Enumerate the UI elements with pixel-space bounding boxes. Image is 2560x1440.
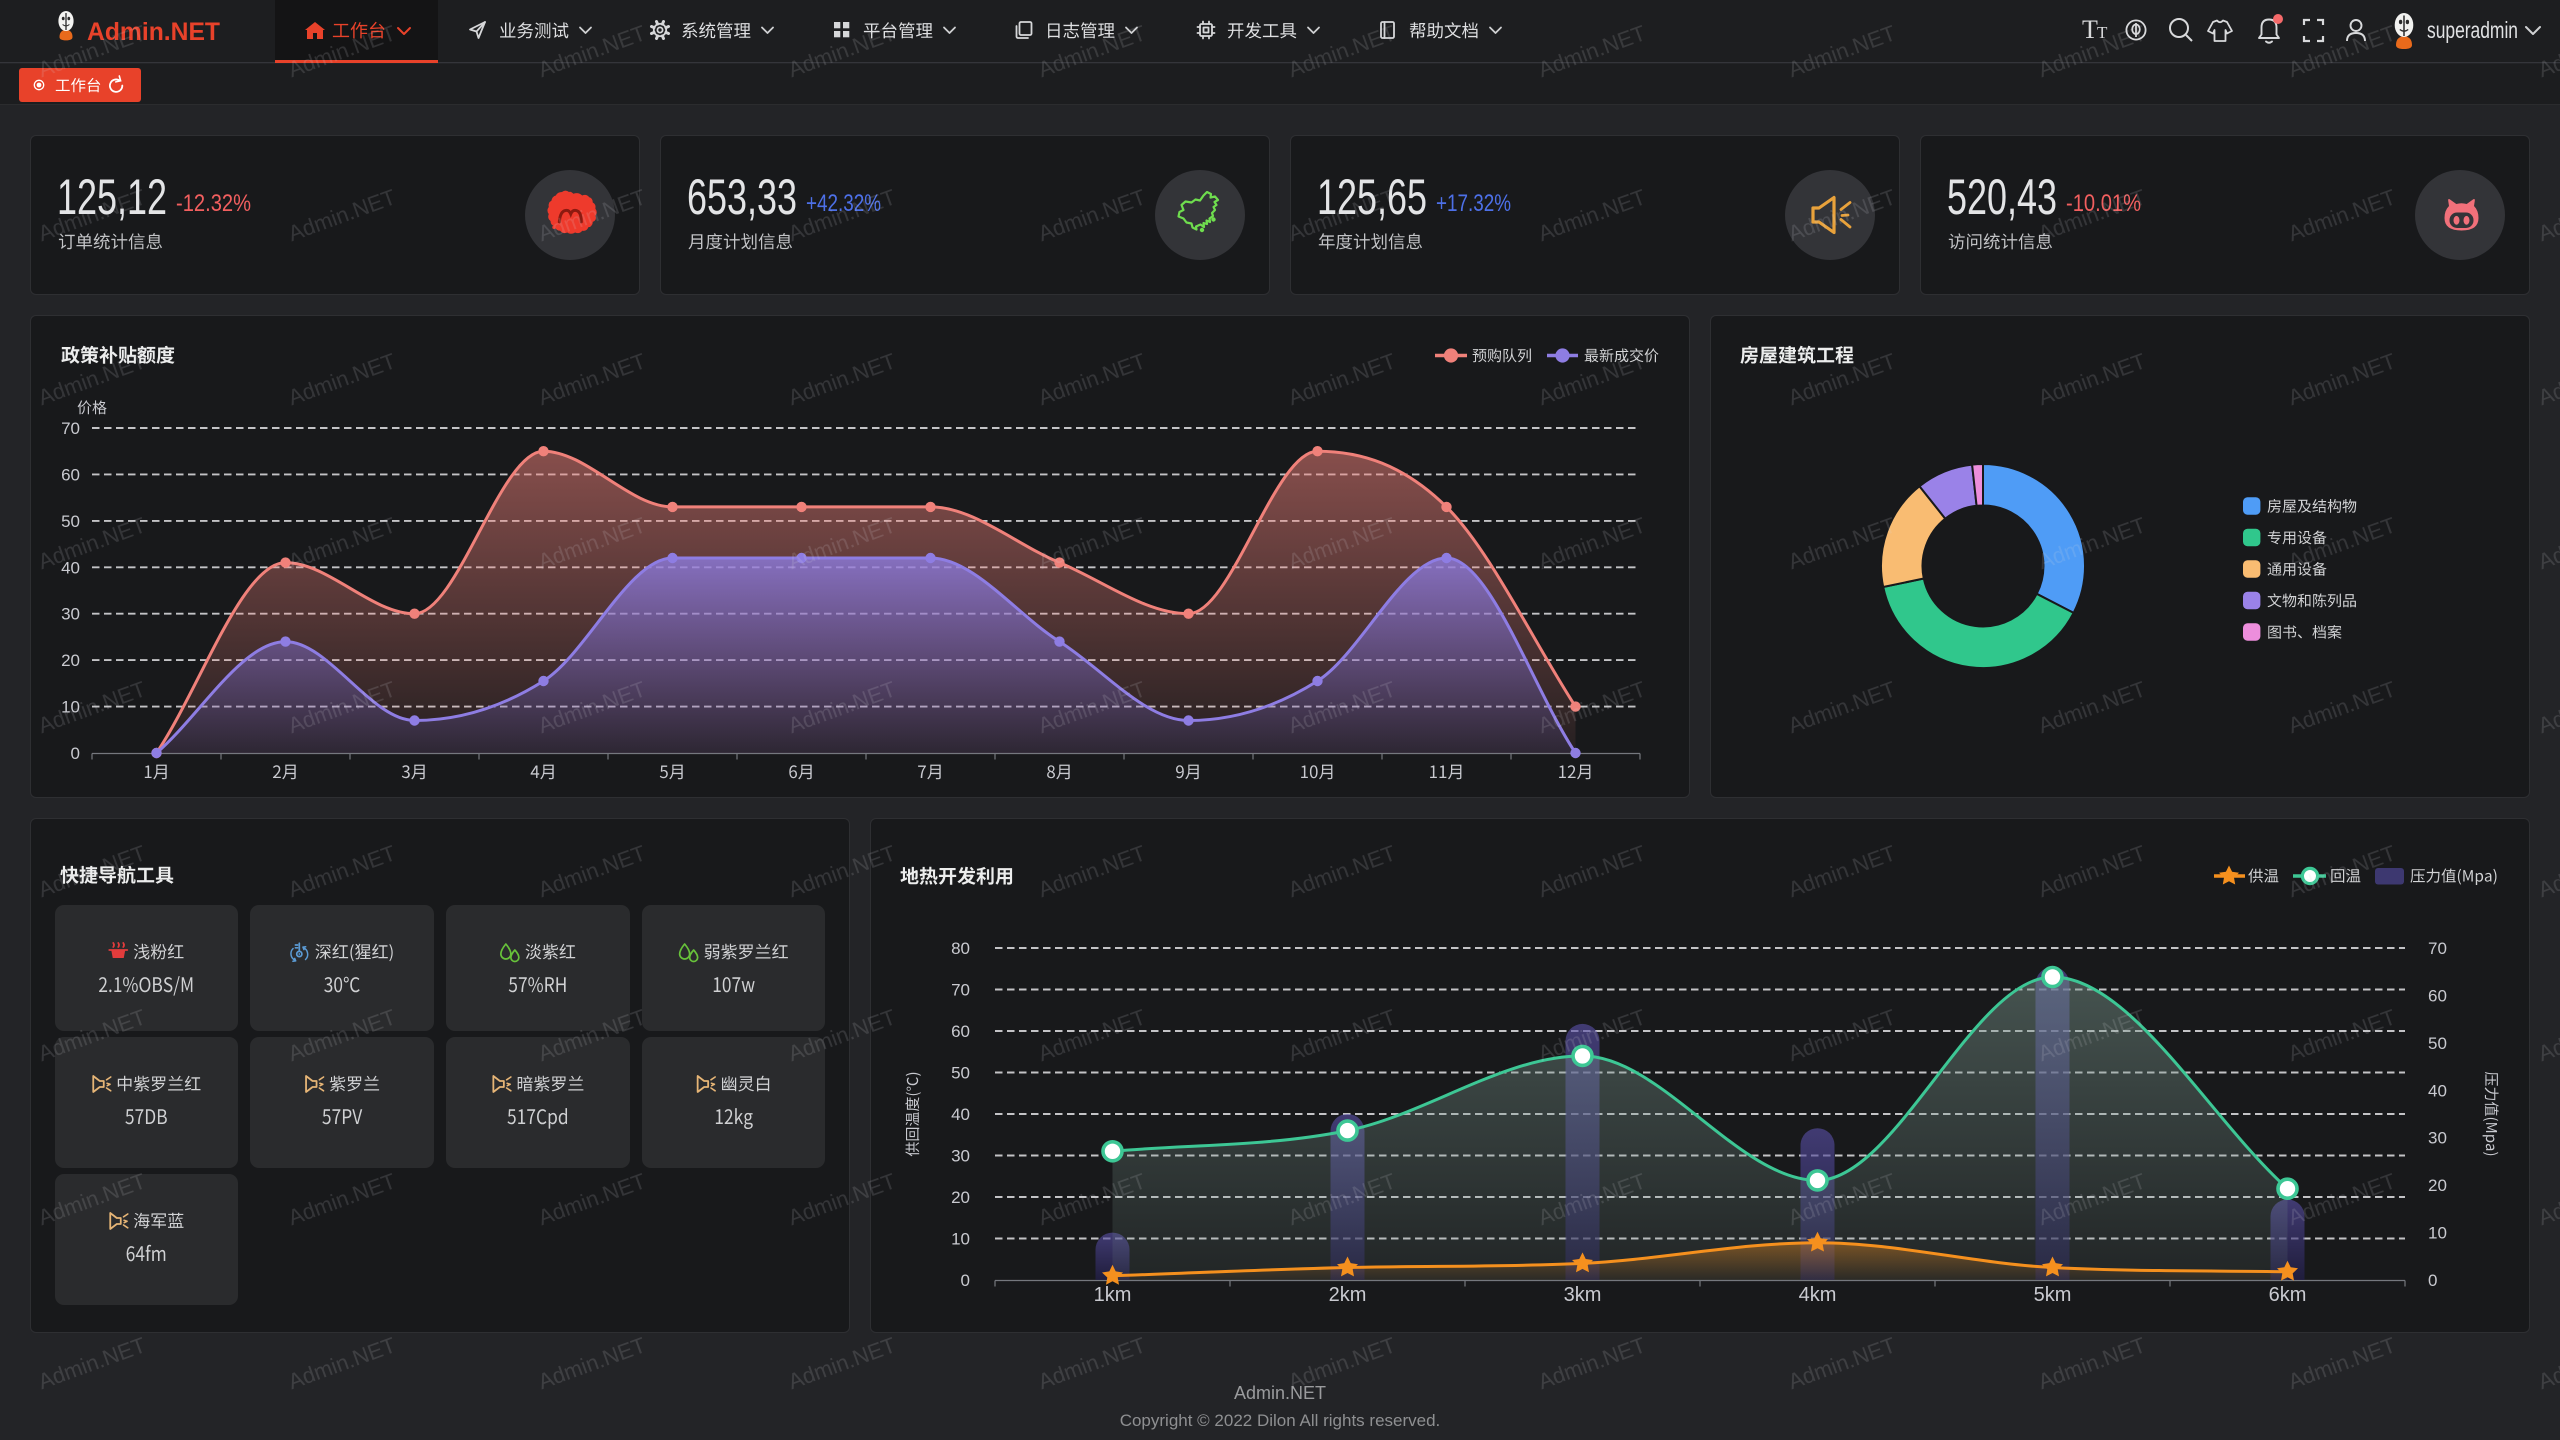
svg-text:Copyright © 2022 Dilon All rig: Copyright © 2022 Dilon All rights reserv… bbox=[1120, 1411, 1441, 1430]
svg-text:Admin.NET: Admin.NET bbox=[1234, 1383, 1326, 1403]
